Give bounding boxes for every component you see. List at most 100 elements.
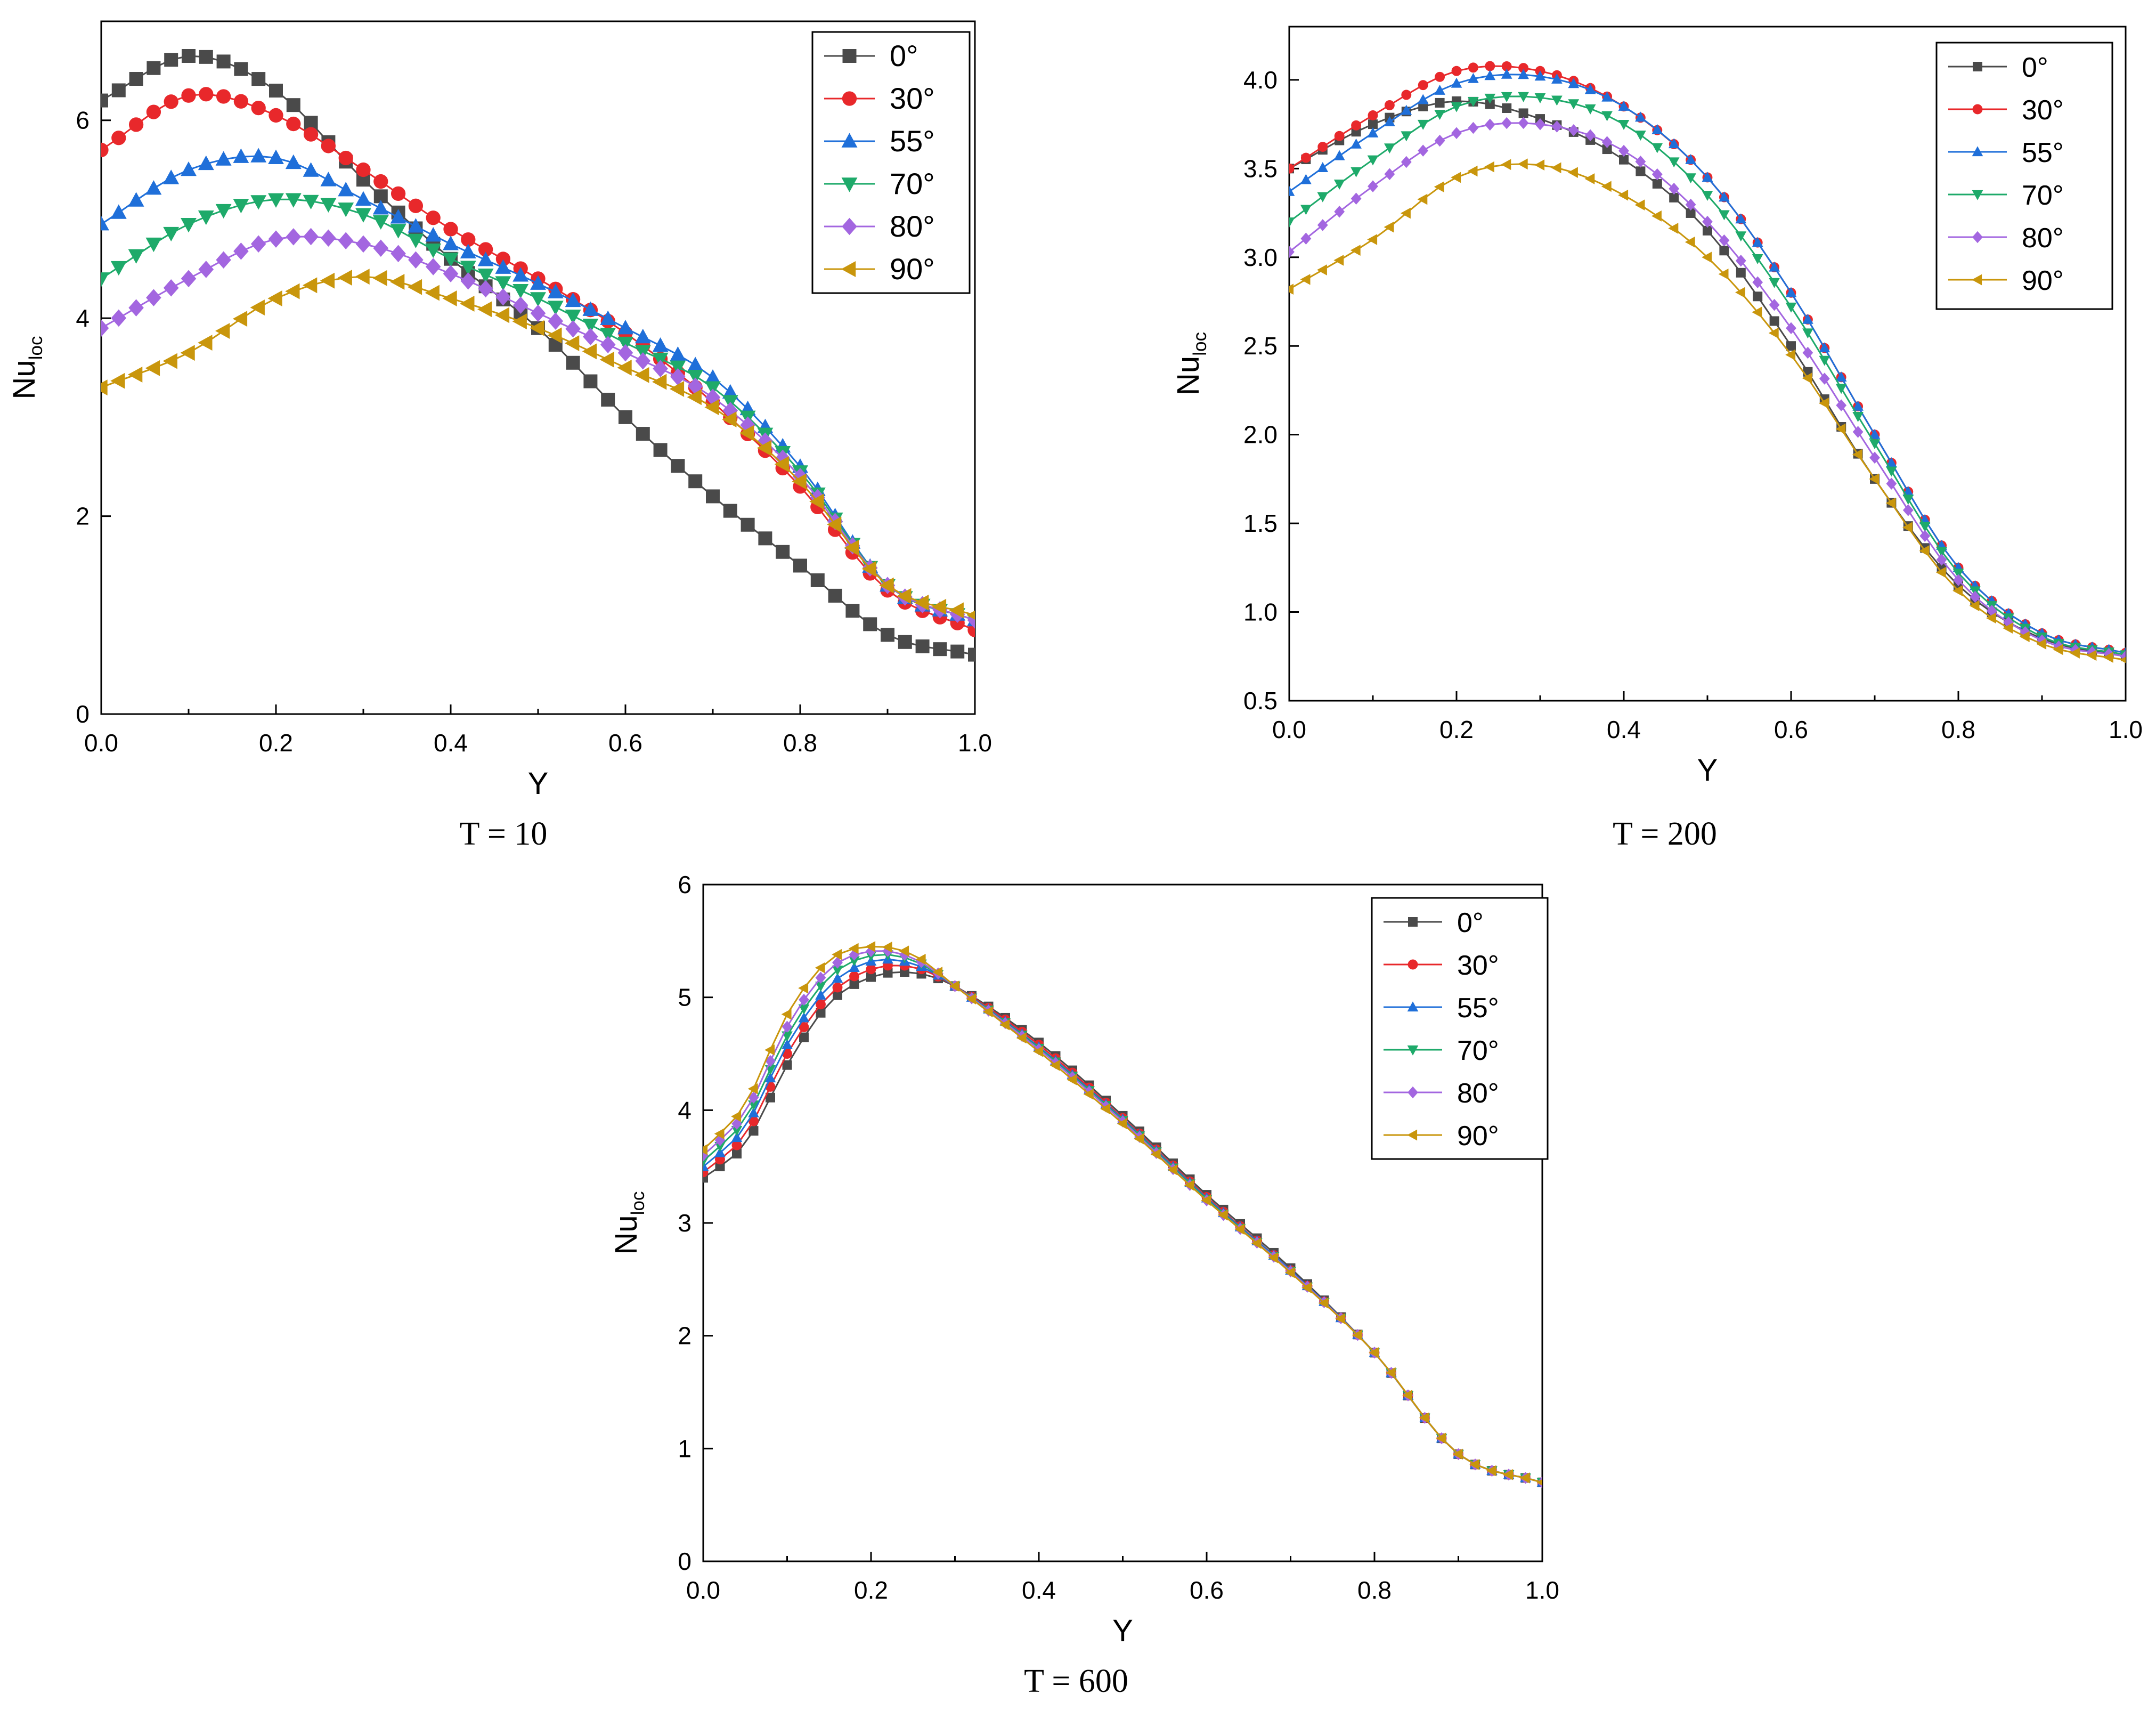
data-point (1485, 61, 1495, 71)
data-point (1685, 236, 1695, 248)
data-point (1819, 372, 1830, 385)
data-point (1802, 372, 1812, 384)
x-tick-label: 0.8 (783, 729, 817, 757)
data-point (968, 647, 975, 662)
data-point (146, 104, 161, 119)
y-tick-label: 4.0 (1243, 66, 1278, 94)
legend-marker (1972, 190, 1983, 200)
data-point (776, 545, 790, 559)
data-point (1368, 119, 1378, 129)
data-point (443, 236, 459, 250)
data-point (799, 1022, 809, 1032)
data-point (1836, 399, 1847, 411)
data-point (1300, 152, 1311, 163)
y-tick-label: 1 (678, 1435, 691, 1462)
x-tick-label: 0.6 (608, 729, 642, 757)
data-point (1869, 451, 1880, 464)
data-point (1618, 144, 1629, 157)
data-point (1902, 495, 1914, 505)
data-point (1536, 1479, 1542, 1486)
data-point (1385, 1367, 1396, 1379)
data-point (715, 1161, 725, 1171)
data-point (1484, 93, 1496, 104)
data-point (199, 50, 213, 64)
data-point (321, 139, 336, 153)
data-point (1819, 398, 1829, 409)
data-point (1352, 1330, 1362, 1341)
legend-label: 55° (1457, 993, 1499, 1024)
data-point (810, 573, 825, 587)
data-point (145, 237, 162, 253)
chart-caption-t200: T = 200 (1613, 816, 1717, 852)
data-point (425, 227, 442, 242)
data-point (1618, 189, 1629, 201)
data-point (582, 343, 597, 360)
data-point (1301, 1282, 1312, 1293)
data-point (687, 369, 704, 385)
y-tick-label: 2 (76, 503, 90, 530)
data-point (827, 516, 842, 533)
data-point (687, 389, 702, 406)
data-point (1719, 191, 1730, 202)
data-point (705, 369, 721, 384)
data-point (181, 270, 197, 288)
data-point (101, 379, 108, 396)
legend-marker (842, 91, 857, 106)
data-point (1785, 349, 1796, 361)
data-point (1802, 328, 1813, 339)
data-point (582, 301, 599, 316)
data-point (1902, 504, 1914, 516)
data-point (1835, 423, 1846, 435)
data-point (1635, 131, 1646, 141)
chart-panel-t600: 0.0 0.2 0.4 0.6 0.8 1.0 0 1 2 3 4 5 6 Y Nuloc 0° 30° 55° 7… (597, 863, 1609, 1718)
data-point (1835, 371, 1847, 382)
data-point (1970, 590, 1981, 603)
data-point (110, 261, 127, 276)
data-point (1852, 412, 1864, 422)
data-point (703, 1144, 708, 1155)
data-point (722, 384, 738, 399)
legend-box (811, 31, 971, 294)
data-point (425, 258, 441, 275)
data-point (722, 411, 737, 428)
data-point (1753, 291, 1763, 302)
x-tick-label: 0.2 (259, 729, 293, 757)
data-point (566, 355, 580, 370)
legend-marker (1972, 104, 1983, 115)
data-point (670, 346, 686, 361)
data-point (1703, 225, 1712, 236)
y-axis-label-subscript: loc (628, 1192, 648, 1215)
data-point (1601, 181, 1612, 192)
data-point (1702, 252, 1712, 263)
data-point (1384, 168, 1395, 181)
data-point (764, 1044, 775, 1056)
y-axis-label: Nuloc (7, 336, 46, 400)
legend-marker (841, 133, 858, 148)
data-point (145, 360, 160, 376)
chart-t600: 0.0 0.2 0.4 0.6 0.8 1.0 0 1 2 3 4 5 6 Y Nuloc 0° 30° 55° 7… (609, 871, 1559, 1648)
data-point (1368, 180, 1378, 192)
data-point (1568, 167, 1578, 179)
data-point (233, 94, 249, 109)
data-point (1401, 104, 1412, 115)
data-point (636, 427, 650, 441)
data-point (1434, 181, 1444, 193)
data-point (337, 270, 352, 286)
data-point (897, 588, 912, 604)
data-point (635, 352, 651, 370)
data-point (128, 366, 143, 383)
data-point (1919, 530, 1931, 542)
data-point (1519, 1472, 1530, 1484)
data-point (1201, 1195, 1211, 1206)
data-point (1317, 192, 1329, 202)
data-point (1369, 1347, 1379, 1358)
x-tick-label: 0.6 (1190, 1576, 1224, 1604)
data-point (530, 320, 544, 336)
data-point (714, 1128, 725, 1139)
data-point (1468, 72, 1479, 83)
data-point (547, 283, 564, 298)
data-point (669, 380, 685, 397)
data-point (372, 200, 389, 215)
data-point (1435, 98, 1445, 108)
data-point (1083, 1088, 1094, 1100)
